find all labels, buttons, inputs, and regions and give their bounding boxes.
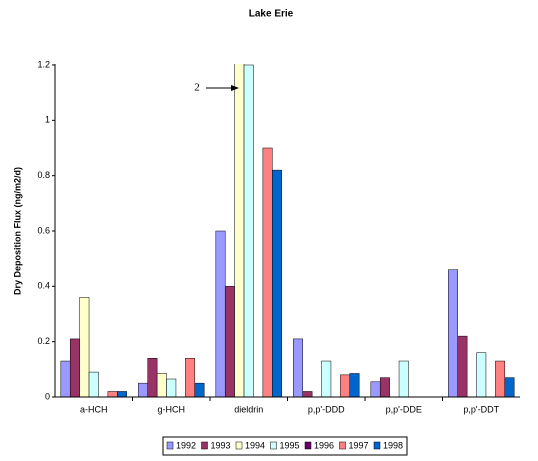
bar (79, 297, 90, 398)
bar (262, 147, 273, 398)
x-tick-label: a-HCH (80, 404, 108, 414)
bar (60, 360, 71, 398)
bar (194, 382, 205, 398)
chart-title: Lake Erie (249, 9, 294, 20)
bar (476, 352, 487, 398)
y-tick-label: 0.4 (37, 281, 50, 291)
x-tick-label: dieldrin (234, 404, 263, 414)
legend-swatch (270, 441, 277, 450)
legend-label: 1998 (383, 440, 403, 450)
x-tick-label: p,p'-DDD (308, 404, 345, 414)
annotation: 2 (194, 82, 200, 94)
bar (224, 286, 235, 398)
bar (147, 358, 158, 398)
legend-label: 1995 (280, 440, 300, 450)
y-tick-label: 0.2 (37, 336, 50, 346)
bar (156, 373, 167, 398)
y-axis-title: Dry Deposition Flux (ng/m2/d) (12, 167, 22, 295)
x-tick-label: p,p'-DDT (463, 404, 499, 414)
legend-label: 1996 (314, 440, 334, 450)
x-tick-label: p,p'-DDE (386, 404, 422, 414)
bar (185, 358, 196, 398)
y-tick-label: 0.8 (37, 170, 50, 180)
legend-swatch (201, 441, 208, 450)
bar (379, 377, 390, 398)
bar (349, 373, 360, 398)
bar (321, 360, 332, 398)
bar (457, 335, 468, 398)
y-tick-label: 0.6 (37, 225, 50, 235)
legend-swatch (339, 441, 346, 450)
bar (69, 338, 80, 398)
legend-label: 1994 (245, 440, 265, 450)
bar (495, 360, 506, 398)
bar (88, 371, 99, 398)
legend-box (162, 436, 408, 456)
bar (138, 382, 148, 398)
bar (234, 64, 245, 398)
bar (166, 378, 177, 398)
legend-label: 1992 (176, 440, 196, 450)
bar (448, 269, 458, 398)
bar (302, 391, 313, 398)
bar (215, 230, 226, 398)
legend-swatch (304, 441, 312, 450)
bar (243, 64, 254, 398)
legend-label: 1993 (211, 440, 231, 450)
x-tick-label: g-HCH (157, 404, 185, 414)
bar (272, 169, 282, 398)
bar (293, 338, 303, 398)
legend-label: 1997 (349, 440, 369, 450)
bar (117, 391, 127, 398)
legend-swatch (235, 441, 243, 450)
legend-swatch (166, 441, 174, 450)
plot-area (60, 64, 515, 398)
bar (504, 377, 515, 398)
bar (370, 381, 381, 398)
y-tick-label: 1.2 (37, 59, 50, 69)
bar (107, 391, 118, 398)
bar (398, 360, 409, 398)
bar (340, 374, 351, 398)
y-tick-label: 0 (45, 391, 50, 401)
legend-swatch (373, 441, 381, 450)
y-tick-label: 1 (45, 115, 50, 125)
